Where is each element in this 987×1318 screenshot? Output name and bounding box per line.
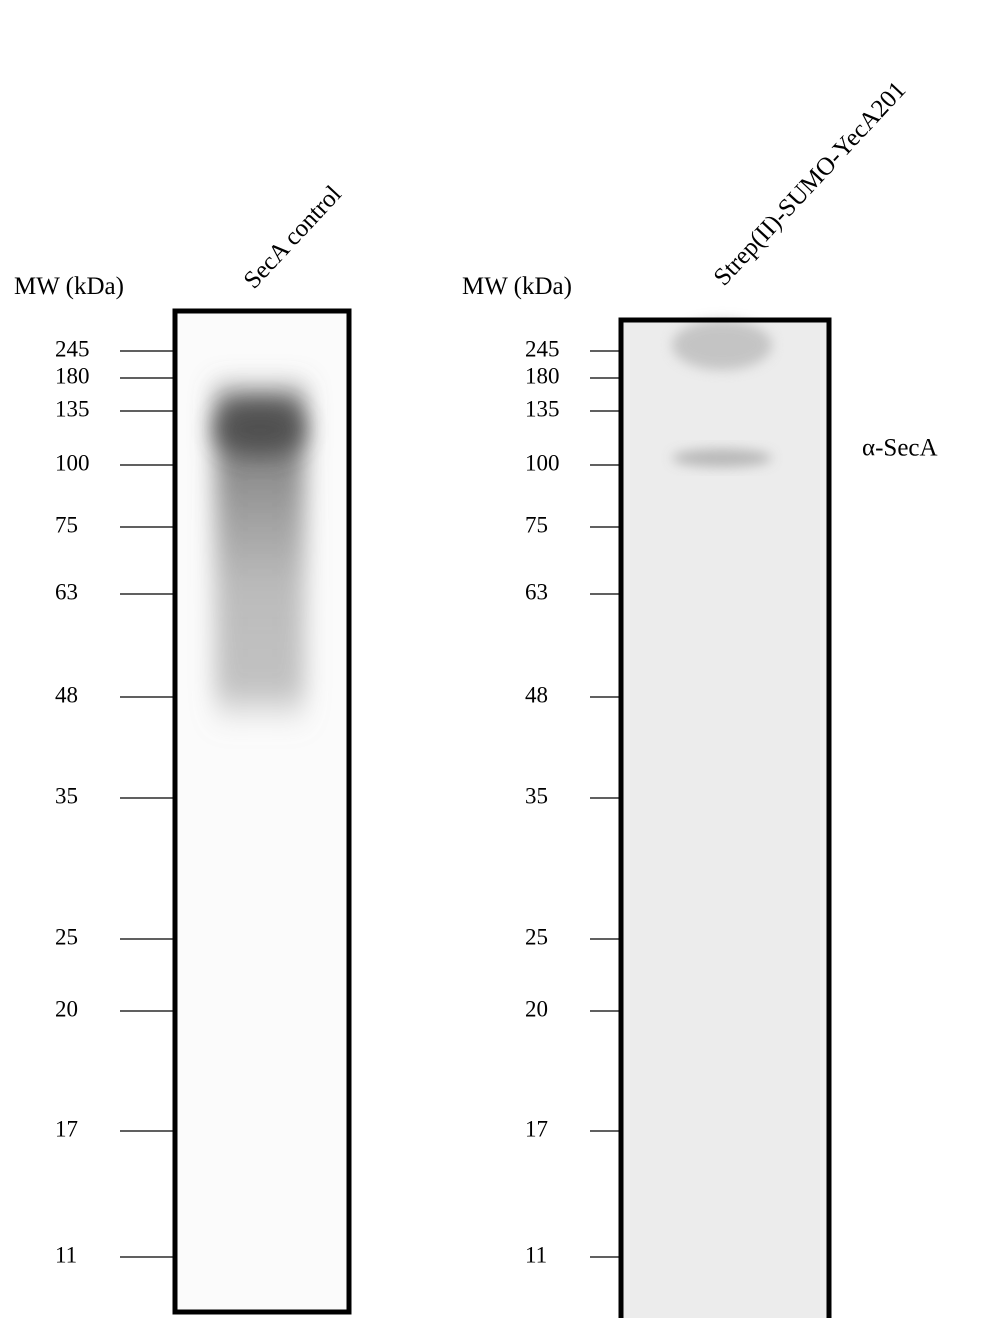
marker-label: 25 [55,924,78,949]
marker-label: 20 [55,996,78,1021]
marker-label: 20 [525,996,548,1021]
marker-label: 100 [525,450,560,475]
marker-label: 245 [525,336,560,361]
annotation: α-SecA [862,435,938,462]
band [672,320,772,370]
mw-label: MW (kDa) [14,273,124,300]
marker-label: 17 [55,1116,78,1141]
marker-label: 11 [55,1242,77,1267]
lane-label: Strep(II)-SUMO-YecA201 [709,76,912,291]
marker-label: 35 [55,783,78,808]
marker-label: 245 [55,336,90,361]
marker-label: 25 [525,924,548,949]
band [672,449,772,467]
marker-label: 135 [55,396,90,421]
marker-label: 135 [525,396,560,421]
marker-label: 75 [525,512,548,537]
mw-label: MW (kDa) [462,273,572,300]
marker-label: 63 [525,579,548,604]
lane-background [623,322,827,1318]
marker-label: 63 [55,579,78,604]
marker-label: 180 [525,363,560,388]
marker-label: 180 [55,363,90,388]
marker-label: 48 [55,682,78,707]
marker-label: 48 [525,682,548,707]
marker-label: 75 [55,512,78,537]
band [215,405,305,455]
blot-figure: α-SecA MW (kDa)SecA control2451801351007… [0,0,987,1318]
lane-label: SecA control [239,181,347,294]
marker-label: 35 [525,783,548,808]
marker-label: 11 [525,1242,547,1267]
marker-label: 17 [525,1116,548,1141]
marker-label: 100 [55,450,90,475]
